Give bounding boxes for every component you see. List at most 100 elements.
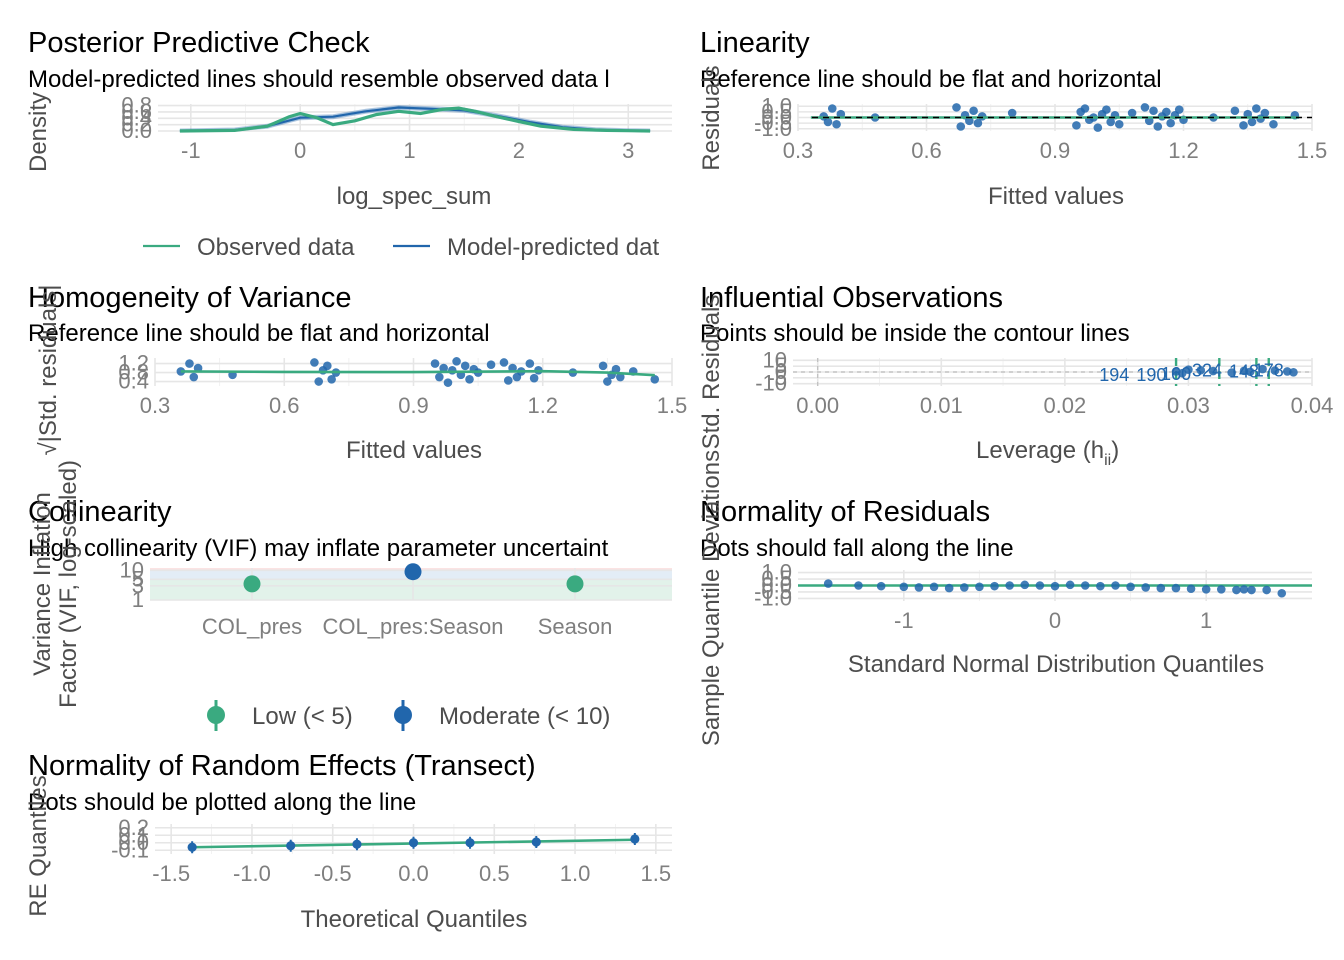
- homogeneity-point: [189, 372, 199, 382]
- linearity-point: [827, 104, 837, 113]
- normality-point: [854, 581, 863, 590]
- homogeneity-point: [327, 374, 336, 384]
- linearity-xlabel: Fitted values: [988, 183, 1124, 210]
- linearity-ytick-label: -1.0: [754, 116, 792, 141]
- normality-point: [1080, 581, 1090, 590]
- linearity-point: [969, 106, 978, 116]
- linearity-plot-area: 0.3 0.6 0.9 1.2 1.5 1.00.50.0-0.5-1.0: [754, 93, 1327, 163]
- normality-xtick-label: -1: [894, 608, 914, 633]
- re-point: [408, 838, 419, 848]
- influential-point-label: 160: [1161, 364, 1191, 384]
- linearity-point: [973, 118, 983, 128]
- normality-ylabel: Sample Quantile Deviations: [698, 450, 725, 746]
- collinearity-title: Collinearity: [28, 496, 172, 528]
- influential-xtick-label: 0.04: [1291, 393, 1334, 418]
- linearity-point: [1153, 122, 1163, 131]
- homogeneity-point: [439, 363, 448, 373]
- normality-plot-area: -1 0 1 1.00.50.0-0.5-1.0: [754, 560, 1312, 633]
- influential-point-label: 324: [1192, 360, 1222, 380]
- normality-point: [823, 579, 833, 588]
- re-ytick-label: -0.1: [111, 837, 149, 862]
- normality-ytick-label: 1.0: [761, 560, 792, 585]
- legend-label-observed: Observed data: [197, 234, 355, 261]
- re-point: [531, 837, 541, 847]
- linearity-xtick-label: 0.9: [1040, 138, 1071, 163]
- linearity-point: [1102, 105, 1111, 114]
- legend-label-low: Low (< 5): [252, 703, 353, 730]
- homogeneity-title: Homogeneity of Variance: [28, 282, 351, 314]
- normality-point: [1277, 588, 1287, 598]
- normality-xtick-label: 0: [1049, 608, 1061, 633]
- linearity-ytick-label: 0.5: [761, 99, 792, 124]
- collinearity-point: [566, 575, 584, 593]
- ppc-ytick-label: 0.4: [121, 105, 152, 130]
- normality-point: [1171, 583, 1181, 593]
- normality-point: [1239, 585, 1249, 594]
- homogeneity-point: [435, 372, 444, 382]
- ppc-observed-line: [179, 106, 651, 133]
- panel-homogeneity: 0.3 0.6 0.9 1.2 1.51.20.80.4 Homogeneity of …: [28, 282, 687, 464]
- ppc-xtick-label: 0: [294, 138, 306, 163]
- normality-point: [1065, 580, 1075, 590]
- influential-point: [1208, 366, 1218, 376]
- normality-xlabel: Standard Normal Distribution Quantiles: [848, 651, 1264, 678]
- linearity-point: [1093, 123, 1103, 132]
- normality-point: [1216, 585, 1226, 594]
- re-xtick-label: -1.0: [233, 861, 271, 886]
- re-ytick-label: 0.0: [118, 830, 149, 855]
- homogeneity-point: [447, 366, 457, 375]
- normality-point: [975, 582, 984, 592]
- normality-point: [1096, 581, 1105, 591]
- ppc-ylabel: Density: [25, 92, 52, 172]
- linearity-point: [956, 122, 966, 131]
- linearity-point: [1127, 108, 1137, 118]
- linearity-point: [823, 117, 833, 127]
- collinearity-ylabel-line2: Factor (VIF, log-scaled): [55, 460, 82, 708]
- panel-linearity: Linearity Reference line should be flat …: [698, 27, 1327, 210]
- re-point: [187, 842, 197, 852]
- homogeneity-plot-area: 0.3 0.6 0.9 1.2 1.51.20.80.4: [118, 351, 687, 418]
- homogeneity-point: [486, 360, 496, 370]
- influential-ytick-label: 0: [775, 359, 787, 384]
- collinearity-legend: Low (< 5) Moderate (< 10): [207, 700, 610, 731]
- influential-point: [1270, 366, 1280, 375]
- normality-title: Normality of Residuals: [700, 496, 990, 528]
- panel-normality: -1 0 1 1.00.50.0-0.5-1.0 Normality of Resid…: [698, 450, 1312, 746]
- normality-point: [1111, 581, 1120, 590]
- linearity-point: [1106, 117, 1115, 127]
- linearity-title: Linearity: [700, 27, 810, 59]
- linearity-xtick-label: 1.5: [1297, 138, 1328, 163]
- influential-point: [1184, 365, 1193, 374]
- normality-subtitle: Dots should fall along the line: [700, 535, 1014, 562]
- linearity-ytick-label: 1.0: [761, 93, 792, 118]
- linearity-subtitle: Reference line should be flat and horizo…: [700, 66, 1162, 93]
- ppc-ytick-label: 0.6: [121, 99, 152, 124]
- homogeneity-xtick-label: 1.2: [527, 393, 558, 418]
- normality-ytick-label: 0.0: [761, 573, 792, 598]
- linearity-xtick-label: 1.2: [1168, 138, 1199, 163]
- normality-point: [944, 583, 954, 593]
- influential-point: [1227, 368, 1236, 377]
- ppc-subtitle: Model-predicted lines should resemble ob…: [28, 66, 610, 93]
- re-xtick-label: 1.5: [641, 861, 672, 886]
- ppc-xtick-label: 3: [622, 138, 634, 163]
- normality-point: [959, 583, 969, 592]
- homogeneity-xlabel: Fitted values: [346, 437, 482, 464]
- homogeneity-point: [460, 361, 470, 371]
- influential-subtitle: Points should be inside the contour line…: [700, 320, 1130, 347]
- re-xtick-label: -1.5: [152, 861, 190, 886]
- re-ytick-label: 0.1: [118, 822, 149, 847]
- linearity-point: [1166, 118, 1175, 128]
- panel-random-effects: -1.5 -1.0 -0.5 0.0 0.5 1.0 1.50.20.10.0-0.1 No…: [25, 750, 672, 933]
- normality-point: [1035, 581, 1045, 590]
- ppc-xlabel: log_spec_sum: [337, 183, 492, 210]
- panel-ppc: Posterior Predictive Check Model-predict…: [25, 27, 672, 261]
- ppc-ytick-label: 0.0: [121, 118, 152, 143]
- homogeneity-point: [499, 358, 509, 367]
- influential-point: [1245, 367, 1255, 377]
- influential-point-label: 178: [1254, 360, 1284, 380]
- normality-point: [1232, 585, 1241, 595]
